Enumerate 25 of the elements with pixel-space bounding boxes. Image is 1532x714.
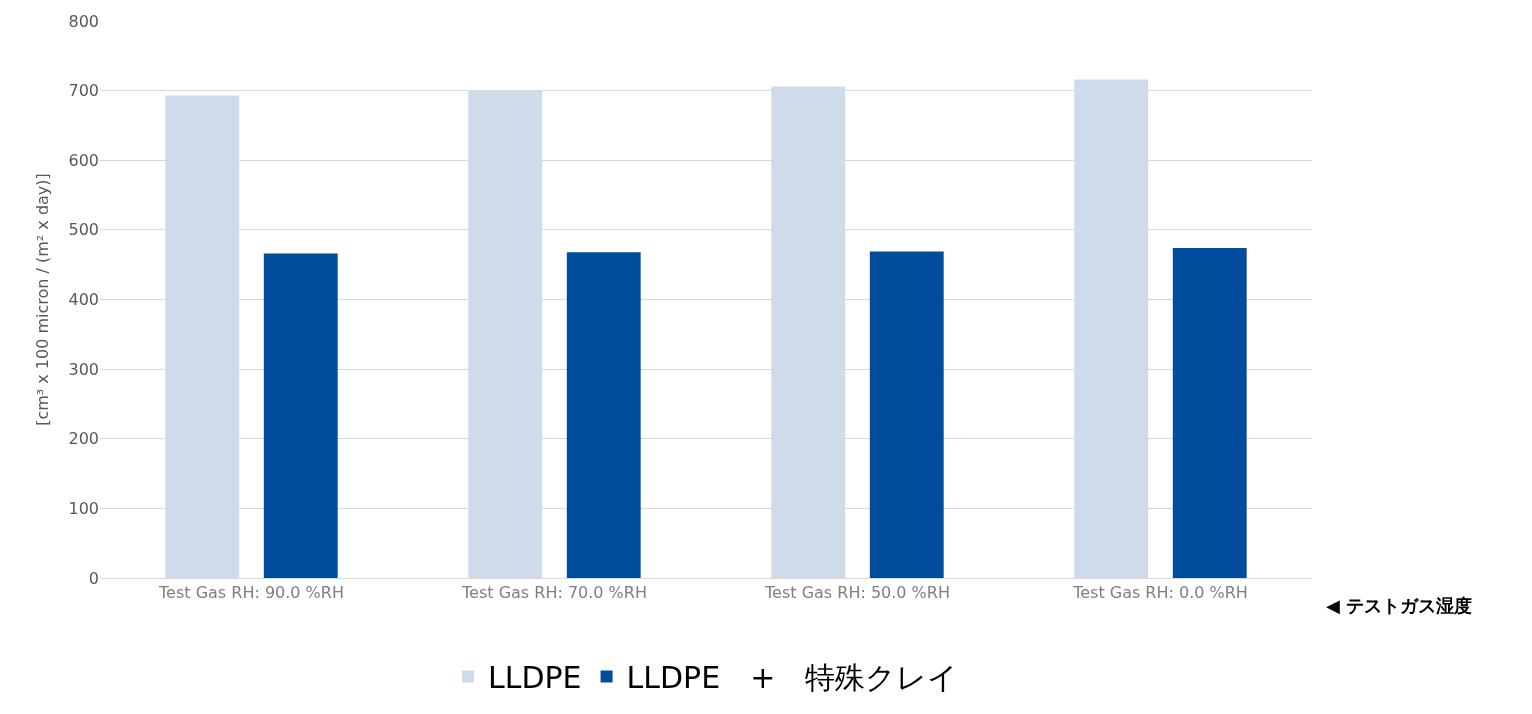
y-tick-label: 800 — [68, 11, 99, 31]
y-tick-label: 200 — [68, 429, 99, 449]
x-tick-label: Test Gas RH: 90.0 %RH — [158, 583, 344, 603]
y-tick-label: 500 — [68, 220, 99, 240]
y-tick-label: 100 — [68, 498, 99, 518]
y-tick-label: 600 — [68, 150, 99, 170]
y-tick-label: 400 — [68, 290, 99, 310]
y-axis-title: [cm³ x 100 micron / (m² x day)] — [33, 173, 53, 426]
bar — [869, 251, 944, 578]
x-tick-label: Test Gas RH: 0.0 %RH — [1072, 583, 1248, 603]
y-tick-label: 300 — [68, 359, 99, 379]
legend-label: LLDPE + 特殊クレイ — [626, 660, 959, 696]
bar — [771, 86, 846, 578]
bar — [165, 95, 240, 578]
y-tick-label: 0 — [88, 568, 99, 588]
y-tick-label: 700 — [68, 81, 99, 101]
text: ◀ テストガス湿度 — [1326, 595, 1473, 616]
bar — [1074, 79, 1149, 578]
x-tick-label: Test Gas RH: 50.0 %RH — [764, 583, 950, 603]
bar — [566, 252, 641, 578]
bar — [1172, 247, 1247, 578]
bar — [468, 90, 543, 578]
bar — [263, 253, 338, 578]
legend-label: LLDPE — [488, 660, 582, 696]
x-tick-label: Test Gas RH: 70.0 %RH — [461, 583, 647, 603]
